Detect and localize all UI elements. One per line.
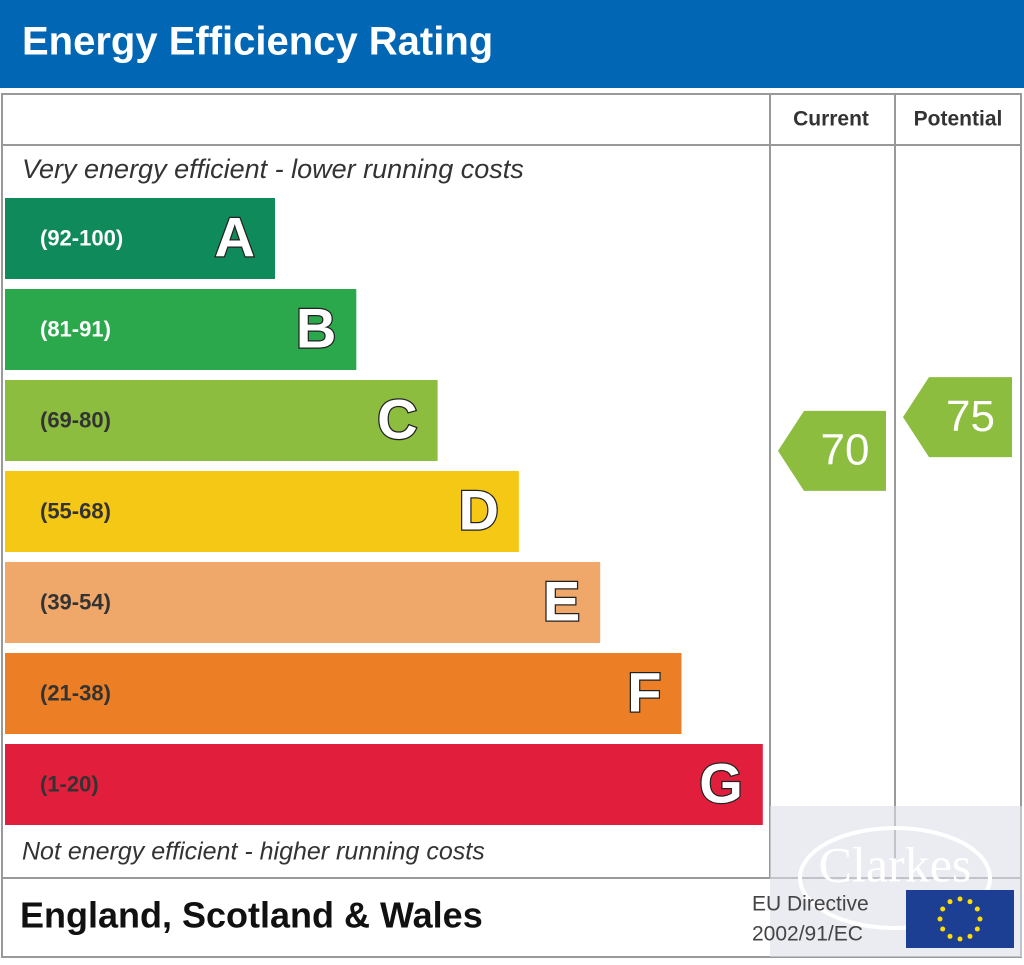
rating-value: 70 <box>821 426 870 475</box>
eu-star <box>967 899 973 905</box>
frame <box>1 93 1022 958</box>
directive: EU Directive <box>752 893 869 916</box>
eu-star <box>974 926 980 932</box>
band-bar <box>5 744 763 825</box>
band-bar <box>5 289 357 370</box>
band-bar <box>5 471 519 552</box>
eu-star <box>967 933 973 939</box>
band-letter: D <box>458 478 498 541</box>
band-range: (21-38) <box>40 680 111 705</box>
column-header: Current <box>793 108 869 131</box>
chart-title: Energy Efficiency Rating <box>22 20 493 64</box>
directive: 2002/91/EC <box>752 923 863 946</box>
rating-arrow <box>903 377 1012 458</box>
band-range: (92-100) <box>40 225 123 250</box>
watermark-ring <box>798 826 992 930</box>
region: England, Scotland & Wales <box>20 895 483 936</box>
eu-star <box>974 906 980 912</box>
band-bar <box>5 380 438 461</box>
band-letter: E <box>543 569 580 632</box>
eu-star <box>940 926 946 932</box>
band-letter: F <box>627 660 661 723</box>
band-range: (81-91) <box>40 316 111 341</box>
top-note: Very energy efficient - lower running co… <box>22 154 524 184</box>
band-bar <box>5 653 682 734</box>
eu-star <box>940 906 946 912</box>
header-bar <box>0 0 1024 88</box>
band-letter: B <box>296 296 336 359</box>
rating-value: 75 <box>946 392 995 441</box>
eu-star <box>937 916 943 922</box>
band-range: (1-20) <box>40 771 99 796</box>
eu-star <box>977 916 983 922</box>
band-range: (39-54) <box>40 589 111 614</box>
eu-stars <box>937 896 983 942</box>
band-range: (55-68) <box>40 498 111 523</box>
watermark: Clarkes <box>819 836 972 892</box>
band-bar <box>5 562 601 643</box>
column-header: Potential <box>914 108 1003 131</box>
rating-arrow <box>778 410 886 491</box>
band-letter: A <box>215 205 255 268</box>
eu-star <box>957 936 963 942</box>
band-letter: G <box>699 751 743 814</box>
band-range: (69-80) <box>40 407 111 432</box>
band-bar <box>5 198 275 279</box>
eu-star <box>947 933 953 939</box>
bottom-note: Not energy efficient - higher running co… <box>22 838 485 866</box>
eu-star <box>957 896 963 902</box>
band-letter: C <box>377 387 417 450</box>
eu-star <box>947 899 953 905</box>
